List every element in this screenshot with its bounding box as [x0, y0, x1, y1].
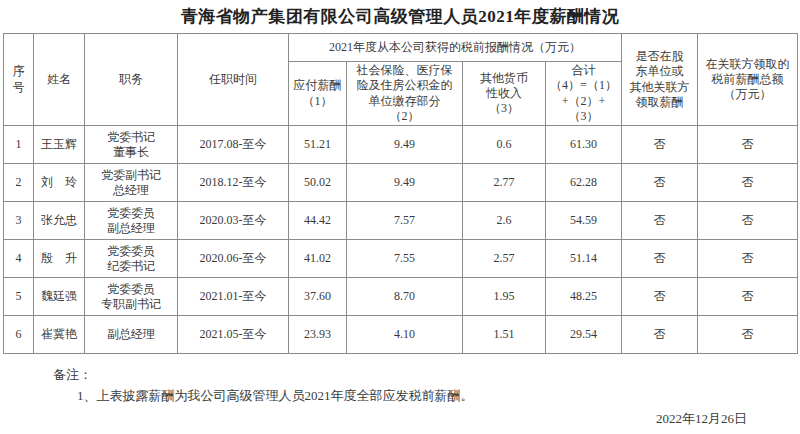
table-row: 6 崔冀艳 副总经理 2021.05-至今 23.93 4.10 1.51 29…: [4, 316, 798, 354]
cell-other: 2.77: [463, 164, 546, 202]
document-date: 2022年12月26日: [656, 410, 747, 428]
cell-position: 党委书记 董事长: [85, 126, 178, 164]
cell-seq: 5: [4, 278, 34, 316]
cell-social: 4.10: [347, 316, 463, 354]
cell-payable: 23.93: [289, 316, 347, 354]
cell-social: 9.49: [347, 164, 463, 202]
cell-total: 62.28: [546, 164, 622, 202]
col-header-total: 合计 （4）=（1） +（2）+ （3）: [546, 62, 622, 126]
cell-related: 否: [698, 240, 798, 278]
table-row: 1 王玉辉 党委书记 董事长 2017.08-至今 51.21 9.49 0.6…: [4, 126, 798, 164]
col-header-shareholder: 是否在股 东单位或 其他关联方 领取薪酬: [622, 34, 698, 126]
cell-other: 1.95: [463, 278, 546, 316]
header-row-group: 序 号 姓名 职务 任职时间 2021年度从本公司获得的税前报酬情况（万元） 是…: [4, 34, 798, 62]
cell-tenure: 2021.05-至今: [178, 316, 289, 354]
cell-shareholder: 否: [622, 240, 698, 278]
cell-tenure: 2017.08-至今: [178, 126, 289, 164]
cell-name: 殷 升: [34, 240, 85, 278]
cell-social: 9.49: [347, 126, 463, 164]
cell-shareholder: 否: [622, 278, 698, 316]
cell-related: 否: [698, 164, 798, 202]
cell-payable: 37.60: [289, 278, 347, 316]
cell-seq: 4: [4, 240, 34, 278]
cell-total: 61.30: [546, 126, 622, 164]
table-row: 5 魏廷强 党委委员 专职副书记 2021.01-至今 37.60 8.70 1…: [4, 278, 798, 316]
document-page: 青海省物产集团有限公司高级管理人员2021年度薪酬情况 序 号 姓名 职务 任职…: [0, 0, 800, 434]
cell-other: 2.57: [463, 240, 546, 278]
cell-position: 党委委员 副总经理: [85, 202, 178, 240]
col-header-tenure: 任职时间: [178, 34, 289, 126]
cell-name: 王玉辉: [34, 126, 85, 164]
cell-position: 党委副书记 总经理: [85, 164, 178, 202]
cell-social: 8.70: [347, 278, 463, 316]
cell-name: 刘 玲: [34, 164, 85, 202]
col-header-name: 姓名: [34, 34, 85, 126]
cell-name: 张允忠: [34, 202, 85, 240]
notes-section: 备注： 1、上表披露薪酬为我公司高级管理人员2021年度全部应发税前薪酬。: [53, 365, 800, 407]
col-header-position: 职务: [85, 34, 178, 126]
cell-seq: 2: [4, 164, 34, 202]
cell-payable: 50.02: [289, 164, 347, 202]
cell-shareholder: 否: [622, 316, 698, 354]
page-title: 青海省物产集团有限公司高级管理人员2021年度薪酬情况: [0, 0, 800, 28]
cell-position: 党委委员 纪委书记: [85, 240, 178, 278]
table-row: 4 殷 升 党委委员 纪委书记 2020.06-至今 41.02 7.55 2.…: [4, 240, 798, 278]
cell-related: 否: [698, 202, 798, 240]
cell-shareholder: 否: [622, 202, 698, 240]
cell-payable: 44.42: [289, 202, 347, 240]
cell-total: 29.54: [546, 316, 622, 354]
col-header-seq: 序 号: [4, 34, 34, 126]
cell-related: 否: [698, 316, 798, 354]
cell-other: 1.51: [463, 316, 546, 354]
cell-related: 否: [698, 126, 798, 164]
col-header-other-income: 其他货币 性收入 （3）: [463, 62, 546, 126]
cell-other: 2.6: [463, 202, 546, 240]
note-item: 1、上表披露薪酬为我公司高级管理人员2021年度全部应发税前薪酬。: [77, 386, 800, 407]
cell-tenure: 2021.01-至今: [178, 278, 289, 316]
col-header-compensation-group: 2021年度从本公司获得的税前报酬情况（万元）: [289, 34, 622, 62]
cell-shareholder: 否: [622, 164, 698, 202]
salary-table: 序 号 姓名 职务 任职时间 2021年度从本公司获得的税前报酬情况（万元） 是…: [3, 33, 798, 354]
cell-payable: 51.21: [289, 126, 347, 164]
cell-position: 副总经理: [85, 316, 178, 354]
cell-tenure: 2018.12-至今: [178, 164, 289, 202]
cell-social: 7.55: [347, 240, 463, 278]
col-header-payable: 应付薪酬 （1）: [289, 62, 347, 126]
cell-total: 51.14: [546, 240, 622, 278]
cell-social: 7.57: [347, 202, 463, 240]
cell-tenure: 2020.06-至今: [178, 240, 289, 278]
table-row: 3 张允忠 党委委员 副总经理 2020.03-至今 44.42 7.57 2.…: [4, 202, 798, 240]
cell-related: 否: [698, 278, 798, 316]
cell-name: 崔冀艳: [34, 316, 85, 354]
cell-total: 48.25: [546, 278, 622, 316]
cell-name: 魏廷强: [34, 278, 85, 316]
cell-payable: 41.02: [289, 240, 347, 278]
notes-label: 备注：: [53, 365, 800, 386]
table-row: 2 刘 玲 党委副书记 总经理 2018.12-至今 50.02 9.49 2.…: [4, 164, 798, 202]
cell-total: 54.59: [546, 202, 622, 240]
cell-shareholder: 否: [622, 126, 698, 164]
cell-position: 党委委员 专职副书记: [85, 278, 178, 316]
cell-seq: 1: [4, 126, 34, 164]
cell-seq: 3: [4, 202, 34, 240]
cell-tenure: 2020.03-至今: [178, 202, 289, 240]
cell-other: 0.6: [463, 126, 546, 164]
col-header-social: 社会保险、医疗保 险及住房公积金的 单位缴存部分 （2）: [347, 62, 463, 126]
cell-seq: 6: [4, 316, 34, 354]
col-header-related: 在关联方领取的 税前薪酬总额 （万元）: [698, 34, 798, 126]
